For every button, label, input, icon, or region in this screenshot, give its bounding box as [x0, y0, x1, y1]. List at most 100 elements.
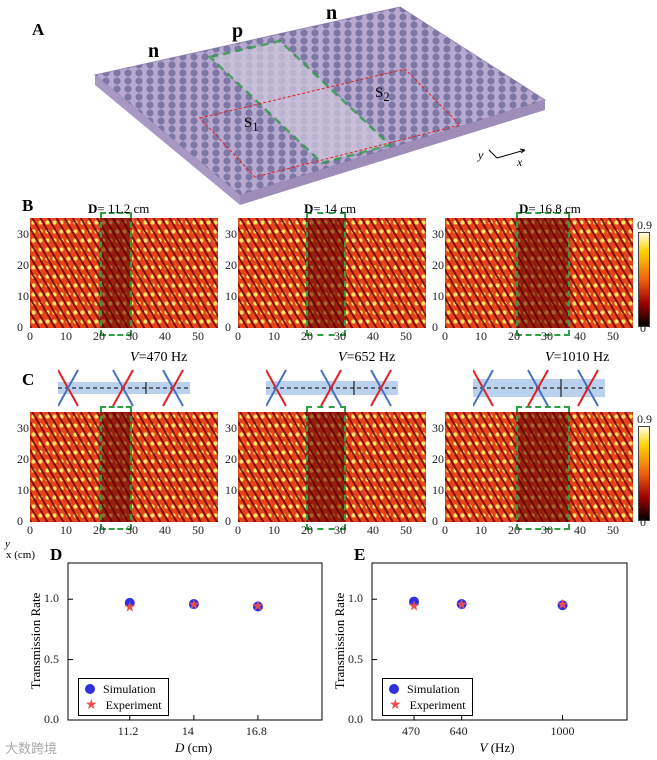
y-tick: 30: [17, 421, 29, 435]
x-tick: 30: [334, 329, 346, 343]
legend-item: ★ Experiment: [85, 697, 162, 713]
y-tick: 20: [225, 452, 237, 466]
region-label-n-left: n: [148, 40, 160, 62]
y-tick: 10: [432, 289, 444, 303]
colorbar-max: 0.9: [637, 412, 652, 426]
axis-x-label: x: [517, 155, 523, 169]
frequency-label: V=652 Hz: [338, 350, 396, 365]
band-diagram: [265, 368, 398, 407]
p-region-box: [306, 406, 346, 530]
x-tick: 20: [93, 329, 105, 343]
legend: Simulation ★ Experiment: [78, 678, 169, 716]
band-diagram: [472, 368, 605, 407]
x-tick: 10: [60, 523, 72, 537]
y-tick: 20: [432, 452, 444, 466]
field-heatmap: [445, 218, 633, 328]
x-tick: 50: [192, 329, 204, 343]
x-tick-label: 1000: [550, 724, 575, 738]
x-tick: 50: [192, 523, 204, 537]
field-heatmap: [238, 218, 426, 328]
y-tick: 0: [432, 514, 438, 528]
plot-frame: [371, 562, 628, 721]
region-label-p: p: [232, 20, 244, 42]
y-axis-label: Transmission Rate: [332, 592, 347, 690]
x-tick: 0: [442, 329, 448, 343]
x-tick: 0: [235, 329, 241, 343]
x-tick: 30: [541, 523, 553, 537]
star-marker-icon: ★: [85, 697, 98, 713]
x-tick-label: 16.8: [245, 724, 267, 738]
y-tick: 20: [17, 452, 29, 466]
heatmap-title: D= 11.2 cm: [88, 201, 150, 216]
y-tick: 0: [225, 514, 231, 528]
y-tick-label: 1.0: [44, 591, 59, 606]
panel-label-e: E: [354, 545, 366, 564]
p-region-shading: [100, 412, 132, 522]
axis-y-label: y: [478, 148, 484, 162]
y-tick: 0: [17, 514, 23, 528]
band-diagram: [57, 368, 190, 407]
y-tick: 30: [225, 227, 237, 241]
colorbar-min: 0: [640, 515, 646, 529]
y-tick: 30: [225, 421, 237, 435]
p-region-box: [516, 212, 570, 336]
x-tick-label: 11.2: [117, 724, 139, 738]
x-tick: 50: [607, 523, 619, 537]
p-region-shading: [306, 412, 346, 522]
y-tick: 20: [432, 258, 444, 272]
field-heatmap: [30, 412, 218, 522]
simulation-point: [557, 600, 568, 611]
p-region-box: [516, 406, 570, 530]
region-label-n-right: n: [326, 2, 338, 24]
x-tick: 40: [367, 329, 379, 343]
plot-frame: [67, 562, 323, 721]
field-heatmap: [30, 218, 218, 328]
y-tick: 10: [225, 289, 237, 303]
y-tick-label: 0.5: [44, 651, 59, 666]
y-tick: 30: [17, 227, 29, 241]
x-tick: 40: [574, 523, 586, 537]
p-region-box: [100, 406, 132, 530]
panel-label-c: C: [22, 370, 35, 389]
x-tick: 10: [475, 523, 487, 537]
field-heatmap: [238, 412, 426, 522]
corner-y: y: [5, 538, 10, 550]
x-tick: 20: [301, 523, 313, 537]
x-tick-label: 640: [449, 724, 468, 738]
legend-item: Simulation: [85, 681, 162, 697]
colorbar: [638, 426, 650, 521]
x-tick: 40: [574, 329, 586, 343]
simulation-point: [409, 596, 420, 607]
x-tick: 10: [475, 329, 487, 343]
y-tick: 0: [432, 320, 438, 334]
x-tick: 50: [607, 329, 619, 343]
y-tick: 10: [432, 483, 444, 497]
field-heatmap: [445, 412, 633, 522]
x-tick: 40: [159, 523, 171, 537]
x-tick: 20: [508, 523, 520, 537]
x-tick: 0: [235, 523, 241, 537]
heatmap-title: D= 14 cm: [304, 201, 357, 216]
x-tick: 50: [400, 523, 412, 537]
s2-label: S2: [375, 85, 390, 104]
colorbar-min: 0: [640, 321, 646, 335]
x-tick: 30: [126, 523, 138, 537]
p-region-box: [100, 212, 132, 336]
x-tick: 30: [334, 523, 346, 537]
legend-item: ★ Experiment: [389, 697, 466, 713]
p-region-box: [306, 212, 346, 336]
x-tick: 40: [367, 523, 379, 537]
legend-label: Experiment: [105, 697, 162, 712]
x-tick: 0: [442, 523, 448, 537]
panel-label-d: D: [50, 545, 63, 564]
y-tick-label: 0.5: [348, 651, 363, 666]
watermark: 大数跨境: [5, 741, 58, 756]
p-region-shading: [516, 218, 570, 328]
y-tick: 0: [17, 320, 23, 334]
experiment-point: ★: [188, 598, 201, 613]
x-tick-label: 470: [402, 724, 421, 738]
x-tick: 10: [268, 329, 280, 343]
